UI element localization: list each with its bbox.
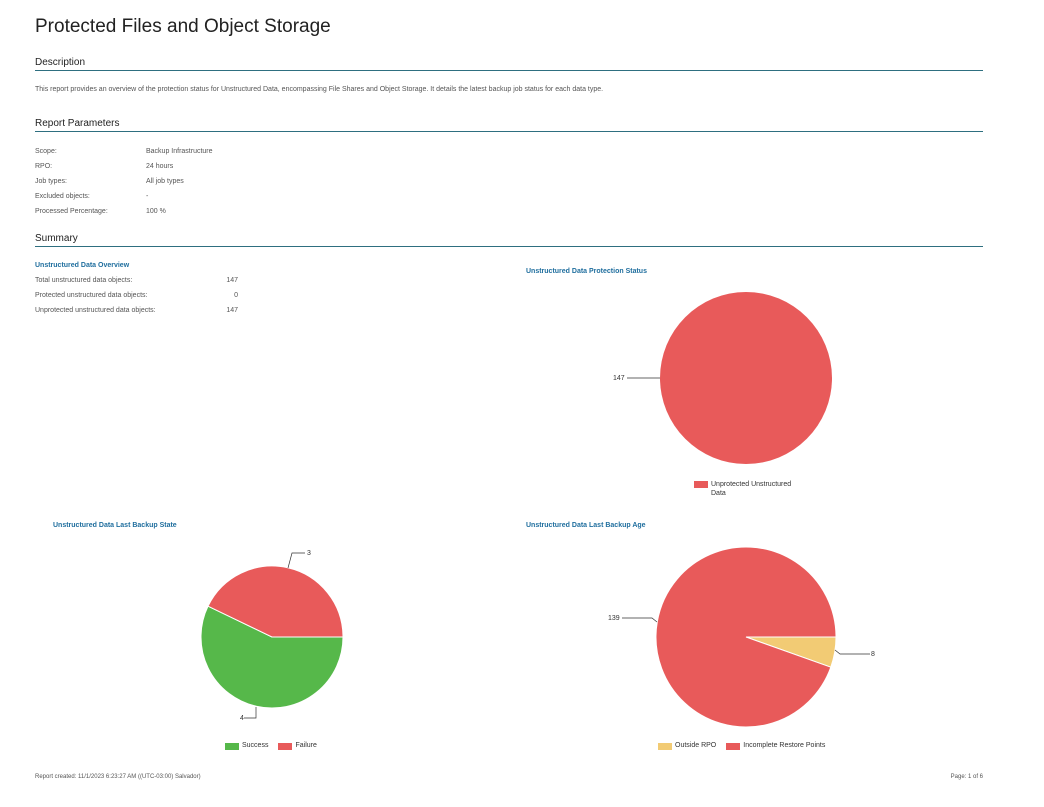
report-title: Protected Files and Object Storage <box>35 16 331 37</box>
legend-item-unprotected: Unprotected Unstructured Data <box>694 480 807 498</box>
label-leader-line <box>244 707 257 719</box>
legend-swatch <box>278 743 293 750</box>
pie-data-label: 139 <box>608 615 620 622</box>
param-label: Excluded objects: <box>35 193 90 200</box>
page-number-footer: Page: 1 of 6 <box>950 774 983 780</box>
label-leader-line <box>622 617 658 623</box>
pie-slice-incomplete-restore-points <box>655 546 837 728</box>
param-value: - <box>146 193 149 200</box>
chart-title-protection-status: Unstructured Data Protection Status <box>526 268 647 275</box>
legend-item-incomplete-restore-points: Incomplete Restore Points <box>726 742 825 750</box>
protection-status-legend: Unprotected Unstructured Data <box>694 480 817 498</box>
legend-item-failure: Failure <box>278 742 317 750</box>
chart-title-last-backup-age: Unstructured Data Last Backup Age <box>526 522 646 529</box>
pie-data-label: 147 <box>613 375 625 382</box>
param-value: 100 % <box>146 208 166 215</box>
param-value: Backup Infrastructure <box>146 148 213 155</box>
overview-label: Unprotected unstructured data objects: <box>35 307 156 314</box>
param-value: 24 hours <box>146 163 174 170</box>
legend-label: Failure <box>295 742 317 749</box>
overview-value: 0 <box>234 292 238 299</box>
legend-swatch <box>694 481 708 488</box>
param-value: All job types <box>146 178 184 185</box>
last-backup-state-legend: Success Failure <box>225 742 327 750</box>
param-label: Processed Percentage: <box>35 208 108 215</box>
param-label: Scope: <box>35 148 57 155</box>
label-leader-line <box>834 649 870 655</box>
chart-title-last-backup-state: Unstructured Data Last Backup State <box>53 522 177 529</box>
overview-title: Unstructured Data Overview <box>35 262 130 269</box>
overview-value: 147 <box>226 277 238 284</box>
pie-data-label: 4 <box>240 715 244 722</box>
pie-slice-success <box>200 605 344 709</box>
report-created-footer: Report created: 11/1/2023 6:23:27 AM ((U… <box>35 774 201 780</box>
last-backup-age-pie-chart: 8 139 <box>608 546 875 728</box>
pie-slice-unprotected-unstructured-data <box>660 292 832 464</box>
legend-label: Unprotected Unstructured Data <box>711 481 792 497</box>
summary-heading: Summary <box>35 233 983 247</box>
legend-swatch <box>658 743 672 750</box>
legend-label: Success <box>242 742 269 749</box>
param-label: RPO: <box>35 163 53 170</box>
legend-label: Outside RPO <box>675 742 717 749</box>
parameters-heading: Report Parameters <box>35 118 983 132</box>
legend-item-success: Success <box>225 742 268 750</box>
description-text: This report provides an overview of the … <box>35 86 604 93</box>
overview-label: Protected unstructured data objects: <box>35 292 148 299</box>
legend-swatch <box>726 743 741 750</box>
legend-item-outside-rpo: Outside RPO <box>658 742 716 750</box>
legend-label: Incomplete Restore Points <box>743 742 826 749</box>
last-backup-age-legend: Outside RPO Incomplete Restore Points <box>658 742 835 750</box>
last-backup-state-pie-chart: 43 <box>200 550 344 722</box>
overview-value: 147 <box>226 307 238 314</box>
protection-status-pie-chart: 147 <box>613 292 832 464</box>
pie-data-label: 8 <box>871 651 875 658</box>
label-leader-line <box>287 552 305 569</box>
pie-data-label: 3 <box>307 550 311 557</box>
overview-label: Total unstructured data objects: <box>35 277 133 284</box>
param-label: Job types: <box>35 178 67 185</box>
legend-swatch <box>225 743 239 750</box>
description-heading: Description <box>35 57 983 71</box>
